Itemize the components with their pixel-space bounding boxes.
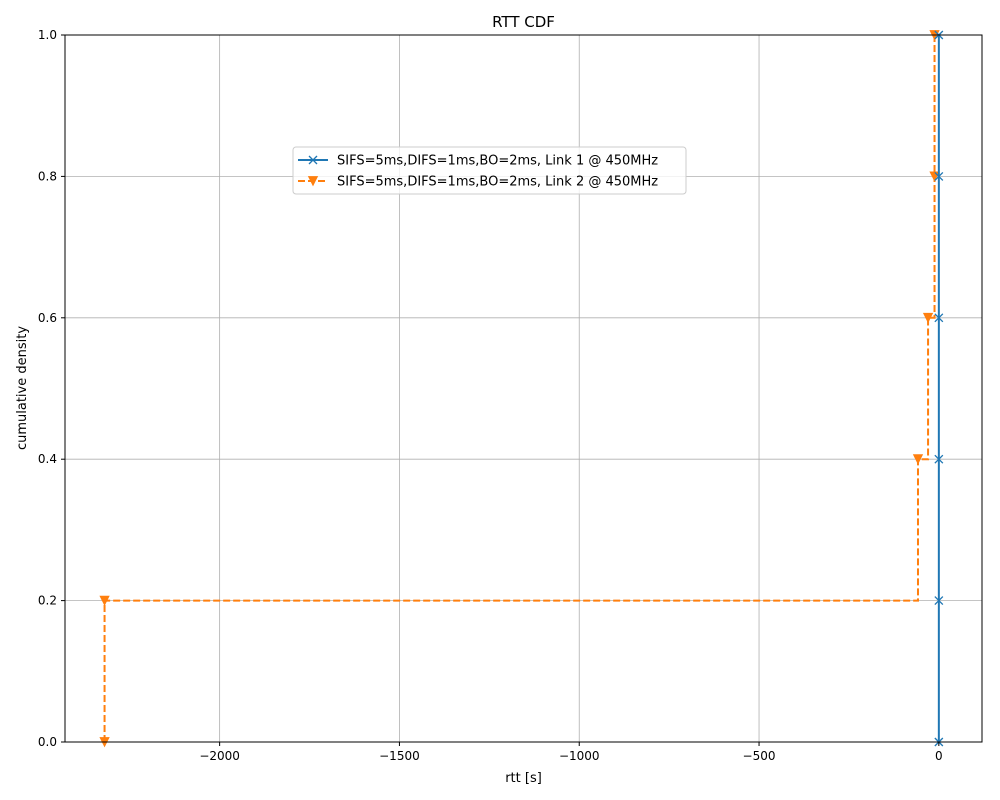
y-tick-label: 1.0 (38, 28, 57, 42)
data-point (934, 313, 944, 323)
plot-frame (64, 34, 983, 743)
y-tick-label: 0.4 (38, 452, 57, 466)
legend-box (292, 146, 687, 195)
legend-label: SIFS=5ms,DIFS=1ms,BO=2ms, Link 2 @ 450MH… (337, 175, 658, 190)
data-point (934, 171, 944, 181)
series-2 (103, 35, 936, 742)
x-tick-label: −1500 (379, 749, 420, 763)
legend-swatch-marker (307, 176, 319, 187)
data-point (99, 595, 110, 606)
legend-item: SIFS=5ms,DIFS=1ms,BO=2ms, Link 1 @ 450MH… (298, 154, 658, 169)
y-tick-label: 0.6 (38, 311, 57, 325)
ticks: −2000 −1500 −1000 −500 0 0.0 0.2 0.4 0.6 0.8 1.0 (38, 28, 943, 763)
y-tick-label: 0.2 (38, 594, 57, 608)
y-tick-label: 0.0 (38, 735, 57, 749)
data-point (912, 454, 924, 465)
series-line (103, 35, 936, 742)
x-tick-label: −500 (743, 749, 776, 763)
legend-label: SIFS=5ms,DIFS=1ms,BO=2ms, Link 1 @ 450MH… (337, 154, 658, 169)
data-point (934, 454, 944, 464)
x-tick-label: −2000 (199, 749, 240, 763)
data-point (934, 596, 944, 606)
data-point (922, 312, 934, 324)
x-tick-label: −1000 (559, 749, 600, 763)
y-axis-label: cumulative density (15, 326, 30, 450)
y-tick-label: 0.8 (38, 169, 57, 183)
x-axis-label: rtt [s] (505, 771, 542, 786)
legend-swatch-marker (308, 155, 318, 165)
legend-item: SIFS=5ms,DIFS=1ms,BO=2ms, Link 2 @ 450MH… (298, 175, 658, 190)
chart-title: RTT CDF (492, 13, 555, 31)
legend: SIFS=5ms,DIFS=1ms,BO=2ms, Link 1 @ 450MH… (292, 146, 687, 195)
x-tick-label: 0 (935, 749, 943, 763)
